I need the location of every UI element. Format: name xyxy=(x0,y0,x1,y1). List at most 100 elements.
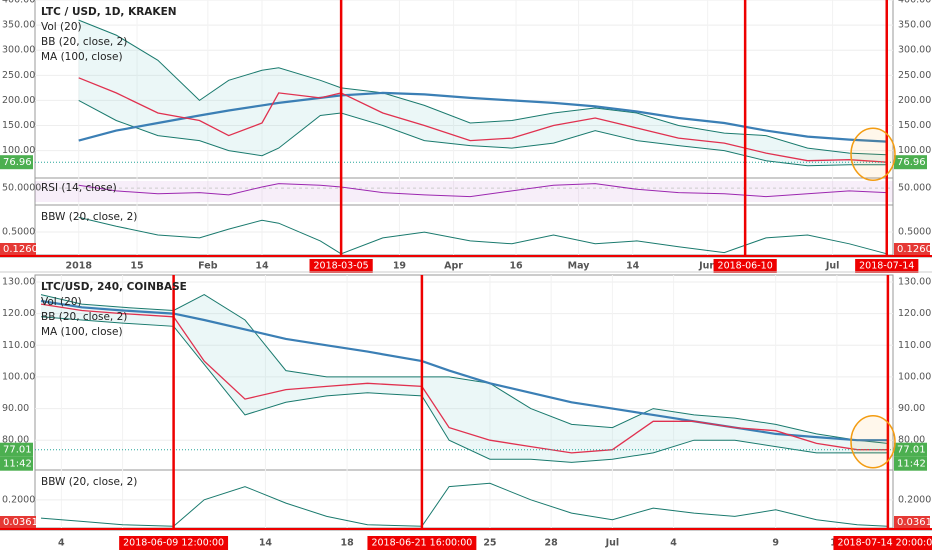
y-tick-label: 0.2000 xyxy=(898,494,931,505)
last-price-box xyxy=(0,442,33,457)
y-tick-label: 0.5000 xyxy=(2,227,35,238)
y-tick-label: 250.00 xyxy=(898,70,931,81)
countdown-label: 11:42 xyxy=(897,459,926,470)
marker-label: 2018-06-10 xyxy=(718,261,773,272)
y-tick-label: 100.00 xyxy=(898,145,931,156)
marker-label: 2018-06-21 16:00:00 xyxy=(371,538,472,549)
y-tick-label: 350.00 xyxy=(2,20,35,31)
countdown-box xyxy=(0,456,33,471)
x-tick-label: 14 xyxy=(626,261,640,272)
y-tick-label: 100.00 xyxy=(2,145,35,156)
x-tick-label: Jul xyxy=(605,538,620,549)
ma-legend: MA (100, close) xyxy=(41,326,123,338)
x-tick-label: 4 xyxy=(670,538,677,549)
bbw-last-label: 0.0361 xyxy=(3,517,38,528)
x-tick-label: 25 xyxy=(483,538,496,549)
y-tick-label: 0.2000 xyxy=(2,494,35,505)
bb-fill xyxy=(78,20,887,166)
marker-box xyxy=(309,259,373,273)
highlight-circle xyxy=(850,127,896,181)
bbw-legend: BBW (20, close, 2) xyxy=(41,476,137,488)
last-price-box xyxy=(894,442,927,457)
bbw-last-box xyxy=(894,243,930,255)
y-tick-label: 110.00 xyxy=(2,340,35,351)
x-tick-label: Jul xyxy=(825,261,840,272)
x-tick-label: Apr xyxy=(444,261,463,272)
bb-lower xyxy=(40,316,888,463)
bbw-last-label: 0.1260 xyxy=(897,244,932,255)
x-tick-label: 19 xyxy=(393,261,406,272)
last-price-box xyxy=(0,155,33,170)
last-price-label: 77.01 xyxy=(897,445,926,456)
y-tick-label: 130.00 xyxy=(898,276,931,287)
y-tick-label: 350.00 xyxy=(898,20,931,31)
x-tick-label: 14 xyxy=(259,538,273,549)
y-tick-label: 300.00 xyxy=(2,45,35,56)
y-tick-label: 50.0000 xyxy=(898,183,932,194)
y-tick-label: 300.00 xyxy=(898,45,931,56)
x-tick-label: Jun xyxy=(698,261,716,272)
bb-legend: BB (20, close, 2) xyxy=(41,36,127,48)
y-tick-label: 110.00 xyxy=(898,340,931,351)
countdown-box xyxy=(894,456,927,471)
y-tick-label: 400.00 xyxy=(898,0,931,6)
last-price-label: 77.01 xyxy=(3,445,32,456)
bbw-last-box xyxy=(0,516,36,528)
bbw-last-label: 0.1260 xyxy=(3,244,38,255)
ma-line xyxy=(40,299,888,442)
x-tick-label: 2018 xyxy=(66,261,93,272)
marker-box xyxy=(855,259,919,273)
y-tick-label: 90.00 xyxy=(898,403,925,414)
x-tick-label: 15 xyxy=(130,261,143,272)
highlight-circle xyxy=(850,414,896,469)
x-tick-label: 9 xyxy=(772,538,779,549)
y-tick-label: 100.00 xyxy=(898,371,931,382)
title-legend: LTC/USD, 240, COINBASE xyxy=(41,281,187,293)
y-tick-label: 250.00 xyxy=(2,70,35,81)
x-tick-label: 16 xyxy=(509,261,523,272)
bbw-last-box xyxy=(894,516,930,528)
price-line xyxy=(40,303,888,454)
x-tick-label: 28 xyxy=(545,538,559,549)
y-tick-label: 200.00 xyxy=(898,95,931,106)
bb-upper xyxy=(40,294,888,444)
last-price-label: 76.96 xyxy=(3,157,32,168)
y-tick-label: 50.0000 xyxy=(2,183,41,194)
y-tick-label: 90.00 xyxy=(2,403,29,414)
marker-label: 2018-07-14 xyxy=(859,261,914,272)
bbw-last-label: 0.0361 xyxy=(897,517,932,528)
y-tick-label: 150.00 xyxy=(898,120,931,131)
x-tick-label: May xyxy=(568,261,591,272)
y-tick-label: 150.00 xyxy=(2,120,35,131)
rsi-band xyxy=(35,181,893,202)
bbw-last-box xyxy=(0,243,36,255)
bbw-line xyxy=(40,482,888,527)
marker-box xyxy=(713,259,777,273)
y-tick-label: 130.00 xyxy=(2,276,35,287)
y-tick-label: 120.00 xyxy=(2,308,35,319)
x-tick-label: 4 xyxy=(58,538,65,549)
marker-label: 2018-03-05 xyxy=(314,261,369,272)
title-legend: LTC / USD, 1D, KRAKEN xyxy=(41,6,177,18)
last-price-label: 76.96 xyxy=(897,157,926,168)
y-tick-label: 400.00 xyxy=(2,0,35,6)
marker-label: 2018-06-09 12:00:00 xyxy=(123,538,224,549)
bbw-legend: BBW (20, close, 2) xyxy=(41,211,137,223)
rsi-legend: RSI (14, close) xyxy=(41,182,117,194)
y-tick-label: 100.00 xyxy=(2,371,35,382)
bb-legend: BB (20, close, 2) xyxy=(41,311,127,323)
y-tick-label: 80.00 xyxy=(2,435,29,446)
x-tick-label: Feb xyxy=(198,261,218,272)
marker-box xyxy=(367,536,477,550)
marker-label: 2018-07-14 20:00:00 xyxy=(837,538,932,549)
y-tick-label: 200.00 xyxy=(2,95,35,106)
vol-legend: Vol (20) xyxy=(41,21,82,33)
x-tick-label: 14 xyxy=(255,261,269,272)
y-tick-label: 80.00 xyxy=(898,435,925,446)
countdown-label: 11:42 xyxy=(3,459,32,470)
y-tick-label: 120.00 xyxy=(898,308,931,319)
ma-legend: MA (100, close) xyxy=(41,51,123,63)
last-price-box xyxy=(894,155,927,170)
vol-legend: Vol (20) xyxy=(41,296,82,308)
